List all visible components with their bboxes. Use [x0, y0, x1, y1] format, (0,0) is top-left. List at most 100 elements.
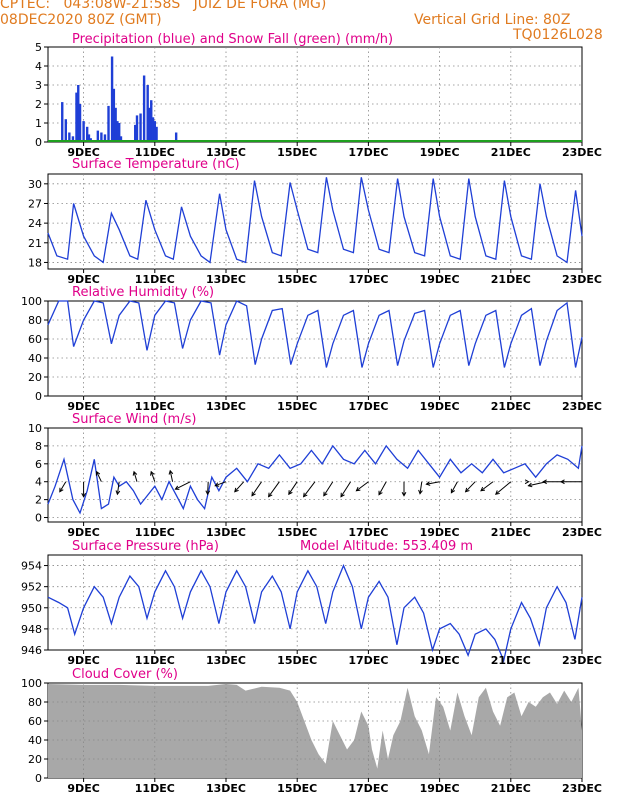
- y-tick-label: 946: [21, 644, 42, 657]
- wind-arrow-head: [527, 482, 533, 488]
- station-header: CPTEC: 043:08W-21:58S JUIZ DE FORA (MG): [0, 0, 327, 12]
- wind-arrow: [234, 481, 245, 493]
- wind-arrow: [215, 481, 227, 487]
- wind-arrow-head: [150, 470, 155, 476]
- x-tick-label: 9DEC: [67, 146, 99, 159]
- y-tick-label: 18: [28, 256, 42, 269]
- x-tick-label: 17DEC: [348, 273, 388, 286]
- precip-bar: [151, 117, 155, 142]
- x-tick-label: 17DEC: [348, 526, 388, 539]
- panel-frame: [47, 554, 583, 651]
- precip-bar: [153, 121, 156, 142]
- precip-bar: [139, 113, 142, 142]
- wind-arrow-head: [355, 486, 361, 492]
- x-tick-label: 17DEC: [348, 400, 388, 413]
- wind-arrow-head: [251, 491, 256, 497]
- wind-arrow: [150, 471, 156, 482]
- x-tick-label: 11DEC: [135, 782, 175, 795]
- wind-arrow-head: [378, 490, 383, 496]
- x-tick-label: 19DEC: [420, 654, 460, 667]
- wind-arrow-head: [494, 490, 500, 495]
- x-tick-label: 15DEC: [277, 654, 317, 667]
- x-tick-label: 19DEC: [420, 146, 460, 159]
- y-tick-label: 2: [35, 494, 42, 507]
- y-tick-label: 40: [28, 734, 42, 747]
- wind-arrow: [268, 481, 280, 498]
- x-tick-label: 13DEC: [206, 146, 246, 159]
- wind-arrow-head: [401, 491, 407, 497]
- y-tick-label: 1: [35, 117, 42, 130]
- y-tick-label: 950: [21, 602, 42, 615]
- x-tick-label: 23DEC: [562, 273, 602, 286]
- x-tick-label: 13DEC: [206, 654, 246, 667]
- x-tick-label: 19DEC: [420, 273, 460, 286]
- y-tick-label: 952: [21, 581, 42, 594]
- x-tick-label: 23DEC: [562, 782, 602, 795]
- precip-bar: [146, 85, 149, 142]
- wind-arrow-head: [450, 488, 456, 494]
- x-tick-label: 21DEC: [491, 400, 531, 413]
- y-tick-label: 6: [35, 458, 42, 471]
- wind-arrow-head: [480, 486, 486, 492]
- panel-1: [44, 173, 583, 273]
- x-tick-label: 21DEC: [491, 782, 531, 795]
- x-tick-label: 21DEC: [491, 526, 531, 539]
- precip-bar: [155, 126, 158, 142]
- wind-arrow-head: [288, 490, 293, 496]
- panel-title: Precipitation (blue) and Snow Fall (gree…: [72, 32, 393, 47]
- precip-bar: [116, 121, 119, 142]
- x-tick-label: 17DEC: [348, 782, 388, 795]
- y-tick-label: 80: [28, 314, 42, 327]
- y-tick-label: 2: [35, 98, 42, 111]
- x-tick-label: 9DEC: [67, 400, 99, 413]
- precip-bar: [78, 104, 82, 142]
- precip-bar: [134, 124, 137, 142]
- wind-arrow: [426, 481, 440, 485]
- x-tick-label: 15DEC: [277, 273, 317, 286]
- cloud-cover-area: [48, 683, 582, 778]
- y-tick-label: 20: [28, 371, 42, 384]
- y-tick-label: 27: [28, 197, 42, 210]
- wind-arrow: [378, 481, 387, 495]
- wind-arrow-head: [115, 490, 121, 496]
- panel-frame: [47, 427, 583, 523]
- x-tick-label: 23DEC: [562, 654, 602, 667]
- wind-arrow: [450, 481, 458, 493]
- wind-arrow: [116, 481, 120, 495]
- x-tick-label: 15DEC: [277, 146, 317, 159]
- y-tick-label: 100: [21, 295, 42, 308]
- panel-title: Relative Humidity (%): [72, 285, 214, 300]
- precip-bar: [112, 88, 116, 142]
- y-tick-label: 24: [28, 217, 42, 230]
- x-tick-label: 23DEC: [562, 146, 602, 159]
- precip-bar: [142, 75, 146, 142]
- x-tick-label: 21DEC: [491, 654, 531, 667]
- wind-arrow: [356, 481, 369, 492]
- y-tick-label: 0: [35, 390, 42, 403]
- x-tick-label: 11DEC: [135, 273, 175, 286]
- series-line: [47, 177, 583, 264]
- x-tick-label: 19DEC: [420, 526, 460, 539]
- wind-arrow-head: [464, 487, 470, 493]
- y-tick-label: 20: [28, 753, 42, 766]
- wind-arrow: [495, 481, 512, 495]
- y-tick-label: 4: [35, 476, 42, 489]
- panel-title: Cloud Cover (%): [72, 667, 178, 682]
- wind-arrow-head: [542, 479, 547, 485]
- wind-arrow: [303, 481, 316, 498]
- wind-arrow-head: [59, 487, 64, 493]
- precip-bar: [75, 92, 78, 142]
- wind-arrow-head: [234, 487, 239, 493]
- forecast-date: 08DEC2020 80Z (GMT): [0, 12, 162, 28]
- wind-arrow: [340, 481, 352, 497]
- precip-bar: [118, 123, 121, 142]
- model-version: TQ0126L028: [513, 27, 603, 43]
- precip-bar: [103, 134, 107, 142]
- x-tick-label: 11DEC: [135, 146, 175, 159]
- x-tick-label: 15DEC: [277, 526, 317, 539]
- precip-bar: [61, 102, 64, 142]
- y-tick-label: 80: [28, 696, 42, 709]
- x-tick-label: 15DEC: [277, 400, 317, 413]
- wind-arrow: [419, 481, 423, 494]
- x-tick-label: 13DEC: [206, 526, 246, 539]
